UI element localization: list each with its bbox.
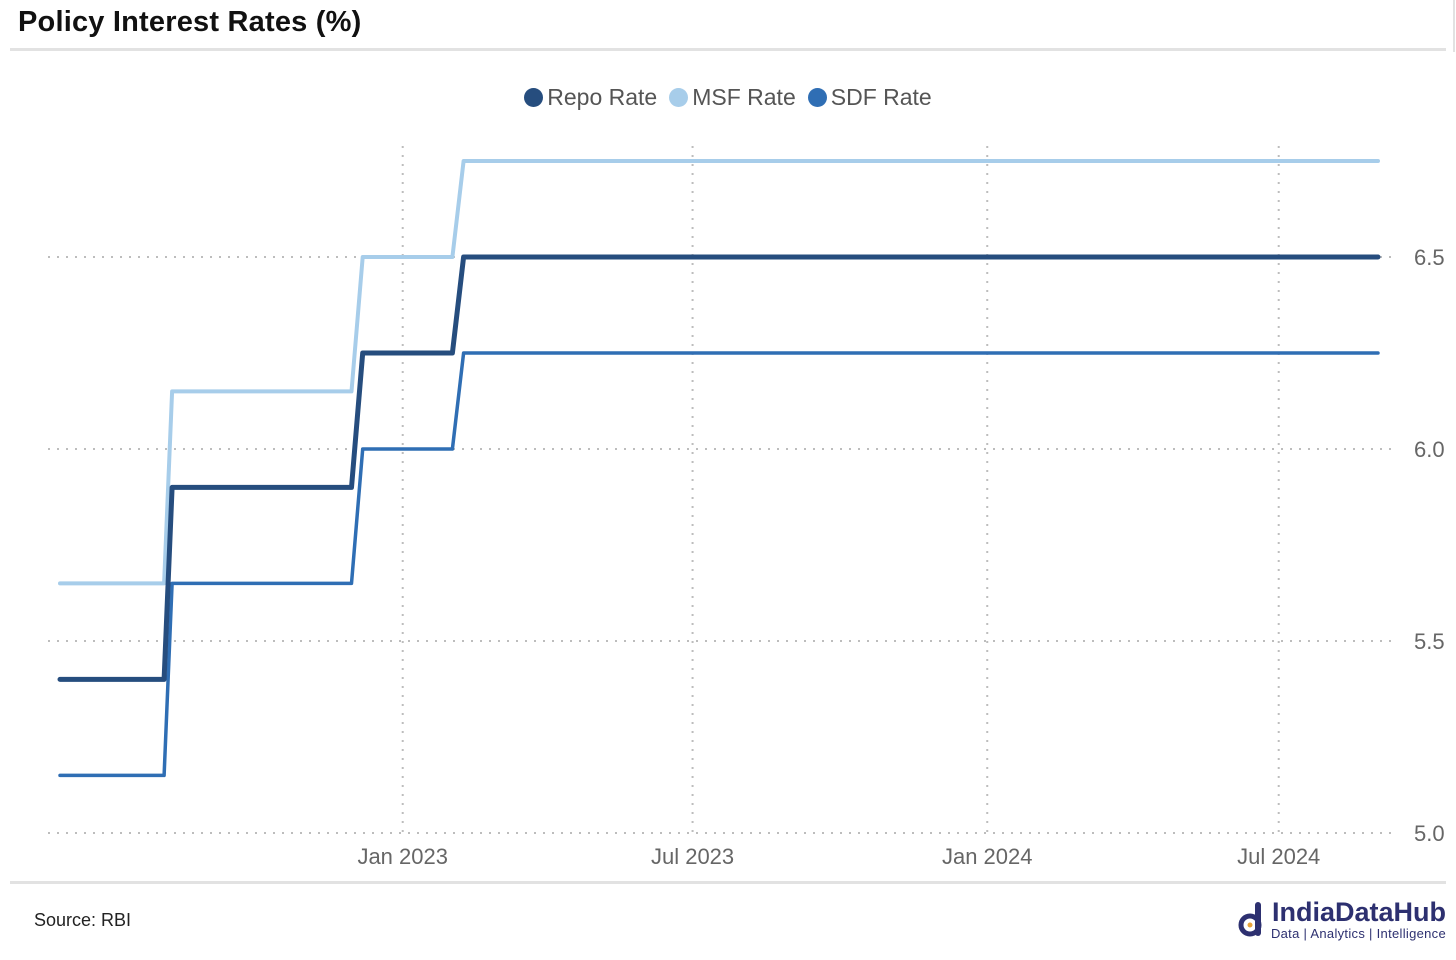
footer-divider [10,881,1446,884]
brand-logo-icon [1238,901,1262,936]
x-tick-label: Jul 2023 [651,844,734,869]
series-line-repo-rate [57,254,1381,682]
legend-label-sdf-rate: SDF Rate [830,84,932,110]
brand-tagline: Data | Analytics | Intelligence [1270,926,1446,941]
header-divider [10,48,1446,51]
brand-logo: IndiaDataHub Data | Analytics | Intellig… [1237,898,1446,941]
legend-label-repo-rate: Repo Rate [547,84,658,110]
brand-name: IndiaDataHub [1271,897,1446,927]
chart-legend: Repo Rate MSF Rate SDF Rate [0,84,1456,111]
legend-item-repo-rate[interactable]: Repo Rate [524,84,657,111]
y-tick-label: 5.5 [1414,629,1445,654]
y-tick-label: 5.0 [1414,821,1445,846]
legend-dot-sdf-rate [807,88,827,107]
x-tick-label: Jan 2024 [942,844,1033,869]
header-edge-line [1453,0,1455,52]
legend-item-msf-rate[interactable]: MSF Rate [669,84,796,111]
source-note: Source: RBI [34,910,132,930]
legend-item-sdf-rate[interactable]: SDF Rate [807,84,932,111]
x-tick-label: Jan 2023 [357,844,448,869]
legend-dot-msf-rate [669,88,689,107]
policy-rates-line-chart: 5.0 5.5 6.0 6.5 Jan 2023 Jul 2023 Jan 2024 Jul … [48,146,1445,869]
x-tick-label: Jul 2024 [1237,844,1320,869]
chart-title: Policy Interest Rates (%) [18,6,362,38]
series-line-sdf-rate [58,351,1380,778]
legend-dot-repo-rate [524,88,544,107]
y-tick-label: 6.5 [1414,245,1445,270]
series-line-msf-rate [58,159,1380,586]
legend-label-msf-rate: MSF Rate [692,84,796,110]
y-tick-label: 6.0 [1414,437,1445,462]
